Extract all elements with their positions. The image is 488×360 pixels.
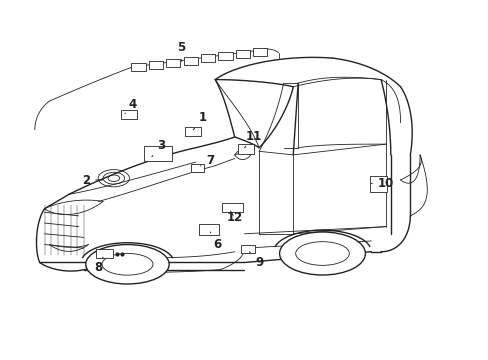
FancyBboxPatch shape xyxy=(191,164,203,172)
FancyBboxPatch shape xyxy=(198,224,219,234)
Text: 1: 1 xyxy=(193,111,207,130)
Text: 4: 4 xyxy=(125,98,136,114)
Text: 12: 12 xyxy=(226,211,243,224)
Text: 11: 11 xyxy=(244,130,262,148)
Text: 6: 6 xyxy=(210,232,222,251)
FancyBboxPatch shape xyxy=(218,52,232,60)
Text: 8: 8 xyxy=(94,257,103,274)
FancyBboxPatch shape xyxy=(183,57,197,64)
FancyBboxPatch shape xyxy=(237,144,254,154)
FancyBboxPatch shape xyxy=(166,59,180,67)
Text: 3: 3 xyxy=(152,139,165,157)
Text: 7: 7 xyxy=(200,154,214,167)
FancyBboxPatch shape xyxy=(143,146,172,161)
Ellipse shape xyxy=(85,244,169,284)
Text: 2: 2 xyxy=(82,174,102,186)
FancyBboxPatch shape xyxy=(201,54,215,62)
FancyBboxPatch shape xyxy=(241,245,255,253)
Text: 5: 5 xyxy=(177,41,185,62)
FancyBboxPatch shape xyxy=(369,176,386,192)
FancyBboxPatch shape xyxy=(235,50,249,58)
FancyBboxPatch shape xyxy=(121,110,137,119)
FancyBboxPatch shape xyxy=(131,63,145,71)
Text: 9: 9 xyxy=(249,252,263,269)
Ellipse shape xyxy=(279,232,365,275)
FancyBboxPatch shape xyxy=(148,61,163,69)
Text: 10: 10 xyxy=(370,177,393,190)
FancyBboxPatch shape xyxy=(184,127,200,136)
FancyBboxPatch shape xyxy=(222,203,242,212)
FancyBboxPatch shape xyxy=(253,48,267,56)
FancyBboxPatch shape xyxy=(96,249,113,258)
